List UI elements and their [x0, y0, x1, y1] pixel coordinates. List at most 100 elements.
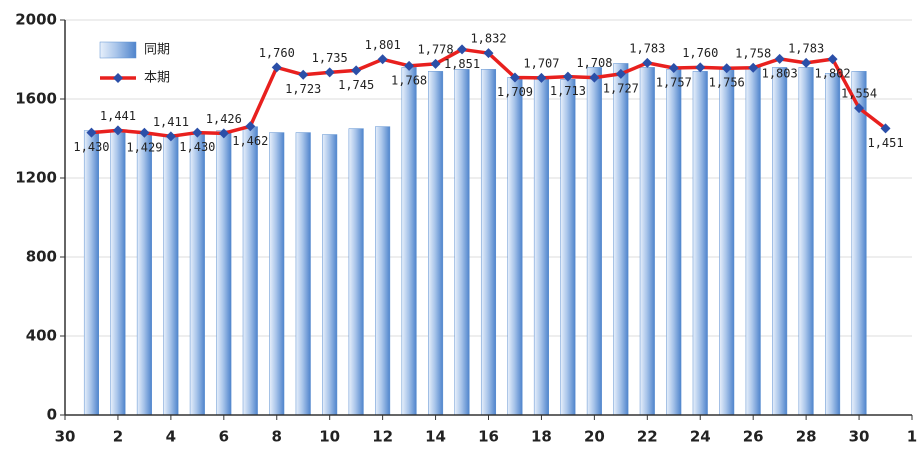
x-tick-label: 22	[637, 428, 658, 446]
y-tick-label: 800	[26, 248, 57, 266]
marker	[298, 69, 309, 80]
x-tick-label: 30	[55, 428, 76, 446]
data-label: 1,801	[365, 38, 401, 52]
data-label: 1,745	[338, 78, 374, 92]
bar	[825, 73, 841, 416]
bar	[639, 67, 655, 416]
x-tick-label: 30	[849, 428, 870, 446]
bar	[798, 67, 814, 416]
x-tick-label: 24	[690, 428, 711, 446]
data-label: 1,832	[470, 32, 506, 46]
bar	[666, 69, 682, 416]
marker	[774, 53, 785, 64]
x-tick-label: 28	[796, 428, 817, 446]
data-label: 1,462	[232, 134, 268, 148]
data-label: 1,802	[815, 67, 851, 81]
marker	[695, 62, 706, 73]
bar	[163, 134, 179, 416]
bar	[851, 71, 867, 416]
marker	[827, 54, 838, 65]
marker	[721, 63, 732, 74]
y-tick-label: 2000	[15, 11, 57, 29]
bar	[189, 132, 205, 416]
bar	[348, 128, 364, 416]
legend-swatch	[99, 41, 137, 59]
data-label: 1,783	[629, 41, 665, 55]
x-tick-label: 20	[584, 428, 605, 446]
marker	[324, 67, 335, 78]
bar	[772, 67, 788, 416]
bar	[216, 130, 232, 416]
data-label: 1,758	[735, 46, 771, 60]
bar	[745, 67, 761, 416]
y-tick-label: 400	[26, 327, 57, 345]
y-tick-label: 1600	[15, 90, 57, 108]
marker	[404, 60, 415, 71]
bar	[136, 132, 152, 416]
data-label: 1,757	[656, 75, 692, 89]
x-tick-label: 10	[319, 428, 340, 446]
data-label: 1,429	[126, 140, 162, 154]
data-label: 1,411	[153, 115, 189, 129]
data-label: 1,783	[788, 41, 824, 55]
bar	[401, 67, 417, 416]
data-label: 1,451	[867, 136, 903, 150]
data-label: 1,430	[179, 140, 215, 154]
data-label: 1,727	[603, 81, 639, 95]
bar	[83, 130, 99, 416]
x-tick-label: 4	[166, 428, 176, 446]
bar	[322, 134, 338, 416]
marker	[86, 127, 97, 138]
bar	[428, 71, 444, 416]
y-tick-label: 0	[47, 406, 57, 424]
marker	[457, 44, 468, 55]
x-tick-label: 14	[425, 428, 446, 446]
data-label: 1,778	[418, 42, 454, 56]
data-label: 1,713	[550, 84, 586, 98]
bar	[375, 126, 391, 416]
data-label: 1,723	[285, 82, 321, 96]
x-tick-label: 26	[743, 428, 764, 446]
data-label: 1,760	[259, 46, 295, 60]
data-label: 1,756	[709, 76, 745, 90]
bar	[692, 71, 708, 416]
x-tick-label: 1	[907, 428, 917, 446]
bar	[613, 63, 629, 416]
data-label: 1,554	[841, 87, 877, 101]
data-label: 1,709	[497, 85, 533, 99]
marker	[271, 62, 282, 73]
marker	[192, 127, 203, 138]
bar	[295, 132, 311, 416]
marker	[668, 62, 679, 73]
data-label: 1,430	[73, 140, 109, 154]
bar	[110, 130, 126, 416]
x-tick-label: 8	[272, 428, 282, 446]
bar	[586, 67, 602, 416]
marker	[245, 121, 256, 132]
bar	[454, 69, 470, 416]
marker	[139, 127, 150, 138]
data-label: 1,760	[682, 46, 718, 60]
marker	[351, 65, 362, 76]
marker	[854, 103, 865, 114]
data-label: 1,426	[206, 112, 242, 126]
bar	[242, 126, 258, 416]
marker	[112, 125, 123, 136]
data-label: 1,708	[576, 56, 612, 70]
y-tick-label: 1200	[15, 169, 57, 187]
bar	[719, 67, 735, 416]
marker	[430, 58, 441, 69]
bar	[560, 79, 576, 416]
legend-label: 同期	[144, 43, 170, 58]
data-label: 1,735	[312, 51, 348, 65]
marker	[562, 71, 573, 82]
marker	[880, 123, 891, 134]
legend-label: 本期	[144, 71, 170, 86]
marker	[483, 48, 494, 59]
bar	[269, 132, 285, 416]
bar	[507, 77, 523, 416]
x-tick-label: 2	[113, 428, 123, 446]
x-tick-label: 12	[372, 428, 393, 446]
bar	[480, 69, 497, 416]
data-label: 1,768	[391, 73, 427, 87]
